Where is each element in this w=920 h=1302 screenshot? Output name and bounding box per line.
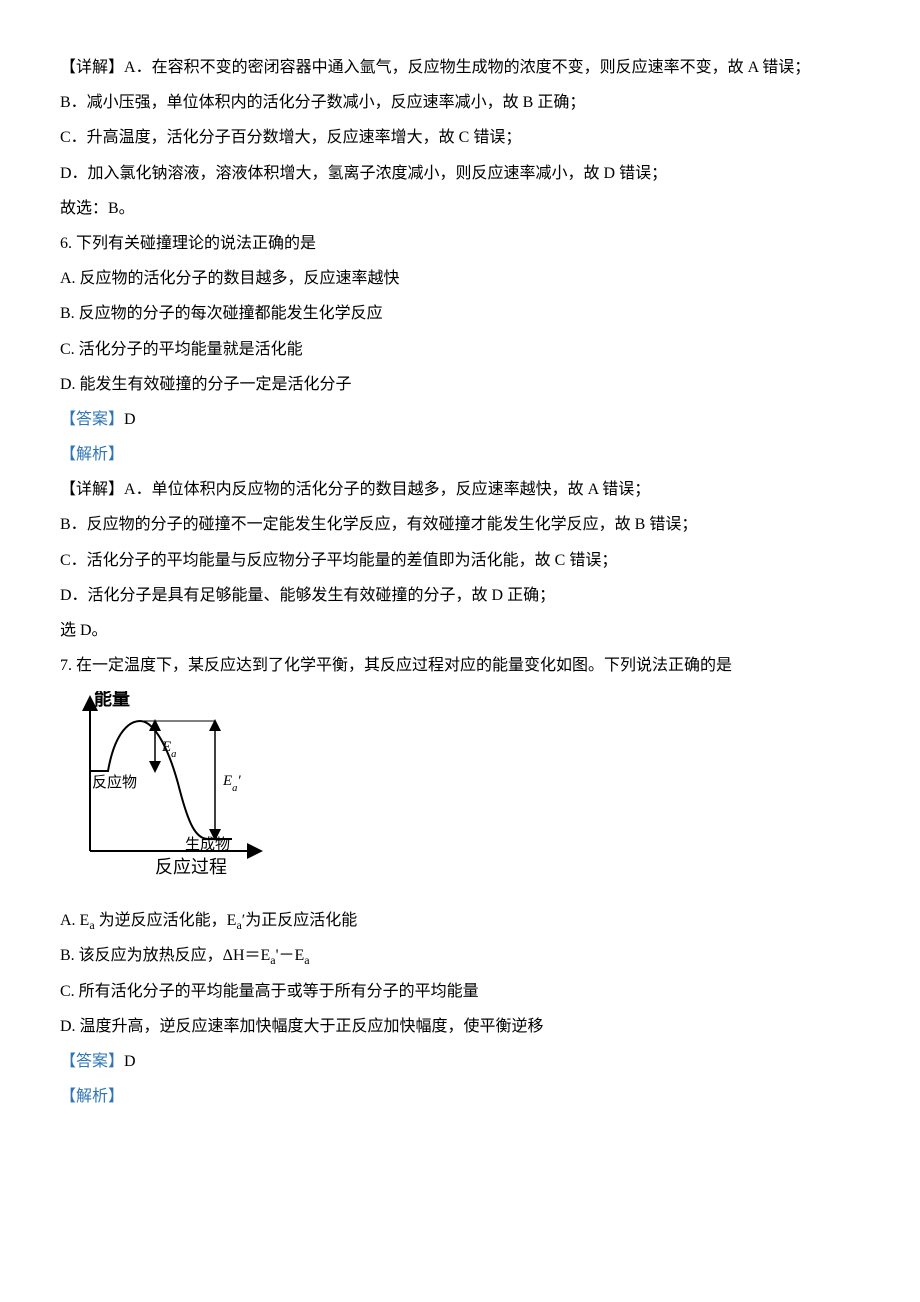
detail-line-d: D．加入氯化钠溶液，溶液体积增大，氢离子浓度减小，则反应速率减小，故 D 错误； [60,156,860,191]
q7-option-b: B. 该反应为放热反应，ΔH＝Ea'－Ea [60,938,860,974]
q7-a-post: ′为正反应活化能 [242,912,358,929]
q6-conclusion: 选 D。 [60,613,860,648]
q6-explanation-d: D．活化分子是具有足够能量、能够发生有效碰撞的分子，故 D 正确； [60,578,860,613]
q6-option-c: C. 活化分子的平均能量就是活化能 [60,332,860,367]
detail-text-a: A．在容积不变的密闭容器中通入氩气，反应物生成物的浓度不变，则反应速率不变，故 … [124,59,810,76]
svg-text:Ea′: Ea′ [222,773,241,794]
q7-b-mid: '－E [276,947,305,964]
q6-explanation-c: C．活化分子的平均能量与反应物分子平均能量的差值即为活化能，故 C 错误； [60,543,860,578]
detail-line-a: 【详解】A．在容积不变的密闭容器中通入氩气，反应物生成物的浓度不变，则反应速率不… [60,50,860,85]
q7-option-c: C. 所有活化分子的平均能量高于或等于所有分子的平均能量 [60,974,860,1009]
svg-text:反应物: 反应物 [92,773,137,791]
q7-b-pre: B. 该反应为放热反应，ΔH＝E [60,947,270,964]
q7-stem: 7. 在一定温度下，某反应达到了化学平衡，其反应过程对应的能量变化如图。下列说法… [60,648,860,683]
analysis-label: 【解析】 [60,1088,124,1105]
answer-label: 【答案】 [60,1053,124,1070]
q7-answer-value: D [124,1053,136,1070]
q7-analysis-label: 【解析】 [60,1079,860,1114]
detail-line-c: C．升高温度，活化分子百分数增大，反应速率增大，故 C 错误； [60,120,860,155]
q6-exp-a-text: A．单位体积内反应物的活化分子的数目越多，反应速率越快，故 A 错误； [124,481,650,498]
svg-text:生成物: 生成物 [185,836,230,853]
q6-stem: 6. 下列有关碰撞理论的说法正确的是 [60,226,860,261]
svg-text:反应过程: 反应过程 [155,857,227,877]
q7-a-mid: 为逆反应活化能，E [95,912,237,929]
svg-text:能量: 能量 [94,691,130,709]
q6-option-a: A. 反应物的活化分子的数目越多，反应速率越快 [60,261,860,296]
q7-b-sub2: a [304,953,309,967]
q6-option-d: D. 能发生有效碰撞的分子一定是活化分子 [60,367,860,402]
q7-a-pre: A. E [60,912,89,929]
q7-option-a: A. Ea 为逆反应活化能，Ea′为正反应活化能 [60,903,860,939]
detail-line-b: B．减小压强，单位体积内的活化分子数减小，反应速率减小，故 B 正确； [60,85,860,120]
analysis-label: 【解析】 [60,446,124,463]
q6-explanation-a: 【详解】A．单位体积内反应物的活化分子的数目越多，反应速率越快，故 A 错误； [60,472,860,507]
q6-analysis-label: 【解析】 [60,437,860,472]
q7-answer-line: 【答案】D [60,1044,860,1079]
q6-explanation-b: B．反应物的分子的碰撞不一定能发生化学反应，有效碰撞才能发生化学反应，故 B 错… [60,507,860,542]
q6-answer-value: D [124,411,136,428]
energy-diagram-svg: 能量反应物生成物反应过程EaEa′ [60,691,270,881]
q6-option-b: B. 反应物的分子的每次碰撞都能发生化学反应 [60,296,860,331]
q7-option-d: D. 温度升高，逆反应速率加快幅度大于正反应加快幅度，使平衡逆移 [60,1009,860,1044]
detail-prefix: 【详解】 [60,481,124,498]
q6-answer-line: 【答案】D [60,402,860,437]
detail-prefix: 【详解】 [60,59,124,76]
detail-conclusion: 故选：B。 [60,191,860,226]
energy-diagram: 能量反应物生成物反应过程EaEa′ [60,691,270,894]
answer-label: 【答案】 [60,411,124,428]
